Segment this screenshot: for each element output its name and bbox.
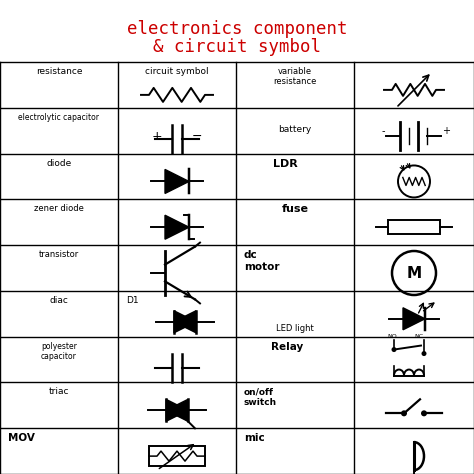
- Text: variable
resistance: variable resistance: [273, 67, 317, 86]
- Bar: [388, 220, 440, 234]
- Text: & circuit symbol: & circuit symbol: [153, 38, 321, 56]
- Polygon shape: [165, 215, 189, 239]
- Text: −: −: [192, 130, 202, 143]
- Polygon shape: [166, 399, 188, 421]
- Text: circuit symbol: circuit symbol: [145, 67, 209, 76]
- Circle shape: [401, 410, 407, 416]
- Text: +: +: [152, 130, 162, 143]
- Text: NO: NO: [387, 334, 397, 338]
- Text: electrolytic capacitor: electrolytic capacitor: [18, 113, 100, 122]
- Polygon shape: [174, 311, 196, 333]
- Text: -: -: [382, 126, 385, 136]
- Text: electronics component: electronics component: [127, 20, 347, 38]
- Text: LDR: LDR: [273, 159, 297, 169]
- Text: on/off
switch: on/off switch: [244, 387, 277, 407]
- Text: LED light: LED light: [276, 324, 314, 333]
- Text: triac: triac: [49, 387, 69, 396]
- Text: Relay: Relay: [271, 342, 303, 352]
- Text: D1: D1: [126, 296, 138, 305]
- Text: polyester
capacitor: polyester capacitor: [41, 342, 77, 361]
- Text: resistance: resistance: [36, 67, 82, 76]
- Polygon shape: [165, 169, 189, 193]
- Circle shape: [421, 351, 427, 356]
- Text: fuse: fuse: [282, 204, 309, 214]
- Bar: [149, 446, 205, 466]
- Polygon shape: [403, 308, 425, 330]
- Text: dc
motor: dc motor: [244, 250, 280, 272]
- Text: zener diode: zener diode: [34, 204, 84, 213]
- Text: transistor: transistor: [39, 250, 79, 259]
- Text: diode: diode: [46, 159, 72, 167]
- Text: +: +: [442, 126, 450, 136]
- Text: battery: battery: [278, 125, 311, 134]
- Text: NC: NC: [414, 334, 423, 338]
- Circle shape: [421, 410, 427, 416]
- Text: diac: diac: [50, 296, 68, 305]
- Text: MOV: MOV: [8, 433, 35, 443]
- Text: mic: mic: [244, 433, 265, 443]
- Polygon shape: [174, 311, 196, 333]
- Text: M: M: [406, 265, 421, 281]
- Circle shape: [392, 347, 396, 352]
- Polygon shape: [166, 399, 188, 421]
